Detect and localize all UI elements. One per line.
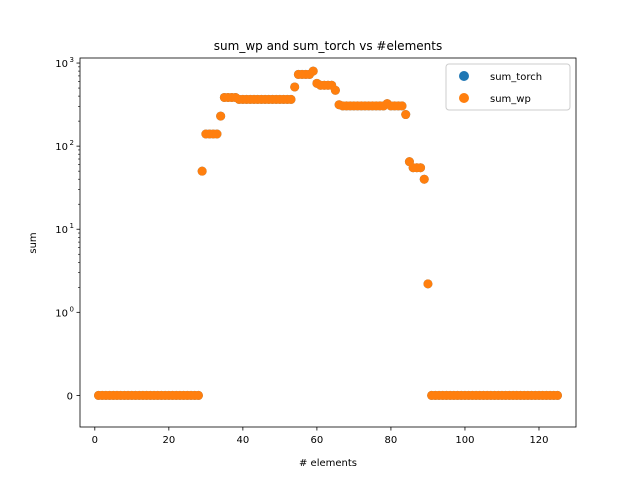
plot-frame [79, 57, 577, 428]
x-axis-label: # elements [299, 458, 357, 469]
y-tick-label: 10 [55, 225, 68, 236]
x-tick-label: 40 [236, 435, 249, 446]
y-axis-label: sum [28, 232, 39, 253]
point-sum-wp [416, 163, 426, 173]
point-sum-wp [397, 101, 407, 111]
legend-box [445, 63, 571, 111]
y-tick-exponent: 1 [70, 222, 74, 230]
y-tick-exponent: 3 [70, 56, 74, 64]
y-tick-label: 10 [55, 142, 68, 153]
point-sum-wp [286, 94, 296, 104]
y-tick-label: 0 [67, 391, 73, 402]
point-sum-wp [423, 279, 433, 289]
y-tick-exponent: 2 [70, 139, 74, 147]
legend-marker-sum-torch [459, 71, 469, 81]
legend: sum_torch sum_wp [445, 63, 571, 111]
y-tick-label: 10 [55, 59, 68, 70]
x-tick-label: 120 [529, 435, 548, 446]
point-sum-wp [401, 110, 411, 120]
legend-label-sum-wp: sum_wp [490, 94, 531, 105]
x-tick-label: 0 [92, 435, 98, 446]
point-sum-wp [212, 129, 222, 139]
x-axis: 0 20 40 60 80 100 120 [92, 427, 549, 446]
point-sum-wp [216, 111, 226, 121]
point-sum-wp [197, 166, 207, 176]
x-tick-label: 100 [455, 435, 474, 446]
point-sum-wp [290, 82, 300, 92]
points-layer [94, 66, 562, 400]
point-sum-wp [193, 390, 203, 400]
x-tick-label: 80 [385, 435, 398, 446]
x-tick-label: 60 [311, 435, 324, 446]
point-sum-wp [330, 85, 340, 95]
point-sum-wp [308, 66, 318, 76]
point-sum-wp [552, 390, 562, 400]
y-tick-label: 10 [55, 308, 68, 319]
legend-label-sum-torch: sum_torch [490, 72, 542, 83]
chart-title: sum_wp and sum_torch vs #elements [214, 39, 442, 53]
point-sum-wp [419, 174, 429, 184]
y-tick-exponent: 0 [70, 305, 74, 313]
legend-marker-sum-wp [459, 93, 469, 103]
x-tick-label: 20 [162, 435, 175, 446]
